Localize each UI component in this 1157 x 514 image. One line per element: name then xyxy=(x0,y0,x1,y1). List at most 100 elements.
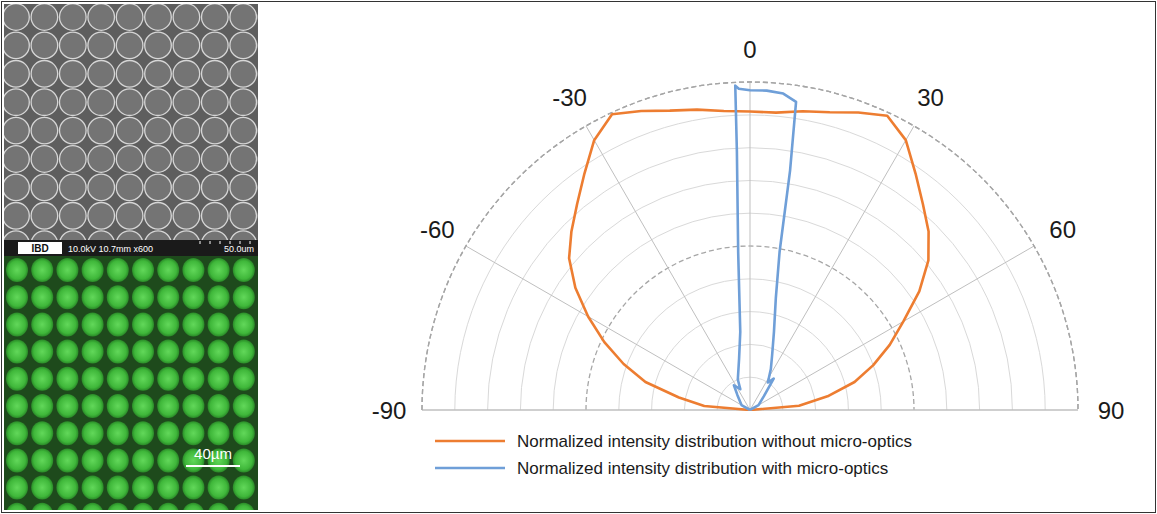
fluorescence-spot xyxy=(132,258,154,282)
fluorescence-spot xyxy=(31,367,53,391)
fluorescence-spot xyxy=(132,421,154,445)
fluorescence-spot xyxy=(132,448,154,472)
microlens xyxy=(4,203,29,230)
microlens xyxy=(31,117,58,144)
microlens xyxy=(4,174,29,201)
fluorescence-spot xyxy=(82,367,104,391)
microlens xyxy=(230,61,257,88)
sem-scale-tick xyxy=(250,241,251,244)
fluorescence-spot xyxy=(233,503,255,510)
fluorescence-spot xyxy=(107,312,129,336)
microlens xyxy=(4,32,29,59)
microlens xyxy=(60,61,87,88)
microlens xyxy=(31,4,58,30)
fluorescence-spot xyxy=(82,312,104,336)
fluorescence-spot xyxy=(82,476,104,500)
microlens xyxy=(88,89,115,116)
fluorescence-spot xyxy=(56,312,78,336)
axis-domain xyxy=(422,82,1078,410)
fluorescence-spot xyxy=(132,340,154,364)
fluorescence-spot xyxy=(157,476,179,500)
sem-scale-tick xyxy=(230,241,231,244)
microlens xyxy=(116,32,143,59)
microlens xyxy=(116,174,143,201)
scale-bar-label: 40µm xyxy=(194,445,232,462)
fluorescence-spot xyxy=(132,503,154,510)
microlens xyxy=(4,89,29,116)
microlens xyxy=(173,32,200,59)
microlens xyxy=(145,32,172,59)
sem-image: IBD 10.0kV 10.7mm x600 50.0um xyxy=(4,4,258,256)
fluorescence-spot xyxy=(157,394,179,418)
microlens xyxy=(173,146,200,173)
fluorescence-spot xyxy=(208,312,230,336)
fluorescence-spot xyxy=(56,258,78,282)
microlens xyxy=(173,61,200,88)
microlens xyxy=(116,4,143,30)
fluorescence-spot xyxy=(233,394,255,418)
figure-frame xyxy=(2,2,1156,513)
fluorescence-spot xyxy=(82,421,104,445)
fluorescence-spot xyxy=(107,285,129,309)
fluorescence-spot xyxy=(182,367,204,391)
microlens xyxy=(230,32,257,59)
microlens xyxy=(230,174,257,201)
fluorescence-spot xyxy=(182,476,204,500)
microlens xyxy=(88,4,115,30)
microlens xyxy=(202,61,229,88)
fluorescence-spot xyxy=(6,394,28,418)
fluorescence-spot xyxy=(82,448,104,472)
microlens xyxy=(173,89,200,116)
sem-label-box xyxy=(18,242,62,254)
microlens xyxy=(173,4,200,30)
legend: Normalized intensity distribution withou… xyxy=(435,432,912,478)
fluorescence-spot xyxy=(31,448,53,472)
fluorescence-spot xyxy=(233,258,255,282)
microlens xyxy=(60,117,87,144)
fluorescence-spot xyxy=(208,394,230,418)
fluorescence-spot xyxy=(31,503,53,510)
angle-tick-label: -30 xyxy=(552,84,587,111)
legend-swatch xyxy=(435,467,505,470)
fluorescence-spot xyxy=(82,340,104,364)
microlens xyxy=(60,32,87,59)
microlens xyxy=(60,174,87,201)
fluorescence-spot xyxy=(107,476,129,500)
microlens xyxy=(31,89,58,116)
fluorescence-spot xyxy=(82,503,104,510)
microlens xyxy=(116,146,143,173)
sem-label: IBD xyxy=(31,243,48,254)
microlens xyxy=(202,117,229,144)
microlens xyxy=(230,146,257,173)
sem-scale-label: 50.0um xyxy=(224,244,254,254)
fluorescence-spot xyxy=(31,258,53,282)
fluorescence-spot xyxy=(6,421,28,445)
fluorescence-spot xyxy=(6,503,28,510)
microlens xyxy=(202,32,229,59)
fluorescence-spot xyxy=(157,367,179,391)
fluorescence-spot xyxy=(233,476,255,500)
microlens xyxy=(145,89,172,116)
microlens xyxy=(145,117,172,144)
microlens xyxy=(88,32,115,59)
fluorescence-spot xyxy=(182,285,204,309)
fluorescence-spot xyxy=(56,476,78,500)
legend-label: Normalized intensity distribution with m… xyxy=(517,459,888,478)
fluorescence-spot xyxy=(132,312,154,336)
microlens xyxy=(31,174,58,201)
fluorescence-spot xyxy=(132,285,154,309)
fluorescence-spot xyxy=(6,448,28,472)
microlens xyxy=(230,89,257,116)
fluorescence-spot xyxy=(208,340,230,364)
grid-spoke xyxy=(750,82,751,410)
angle-tick-label: 0 xyxy=(743,36,756,63)
angle-tick-label: -90 xyxy=(372,397,407,424)
fluorescence-spot xyxy=(56,340,78,364)
fluorescence-spot xyxy=(157,285,179,309)
microlens xyxy=(145,203,172,230)
microlens xyxy=(173,174,200,201)
sem-scale-tick xyxy=(200,241,201,244)
microlens xyxy=(116,203,143,230)
fluorescence-spot xyxy=(182,340,204,364)
sem-info: 10.0kV 10.7mm x600 xyxy=(68,244,153,254)
